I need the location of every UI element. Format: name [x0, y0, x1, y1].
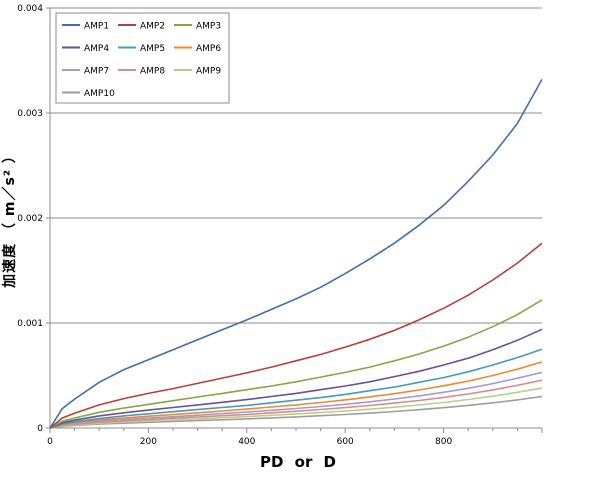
series-line-amp8 [49, 379, 543, 429]
y-tick-label: 0.001 [17, 319, 43, 329]
legend-label: AMP8 [140, 67, 165, 77]
series-line-amp2 [49, 242, 543, 429]
grid-layer [50, 7, 542, 324]
x-tick-label: 600 [337, 437, 354, 447]
legend-label: AMP2 [140, 22, 165, 32]
x-tick-label: 0 [47, 437, 53, 447]
series-line-amp3 [49, 299, 543, 429]
series-layer [49, 79, 543, 429]
legend-box [55, 12, 230, 104]
series-line-amp9 [49, 387, 543, 429]
tick-layer: 0 0.001 0.002 0.003 0.004 0 200 400 600 800 [17, 4, 543, 447]
series-line-amp6 [49, 361, 543, 429]
x-axis-title: PD or D [260, 453, 336, 471]
series-line-amp4 [49, 328, 543, 429]
y-tick-label: 0.004 [17, 4, 43, 14]
y-axis-title: 加速度 （ m／s² ） [1, 148, 18, 289]
y-tick-label: 0 [37, 424, 43, 434]
legend-label: AMP5 [140, 44, 165, 54]
series-line-amp10 [49, 395, 543, 429]
x-tick-label: 200 [140, 437, 157, 447]
legend-label: AMP1 [84, 22, 109, 32]
series-line-amp5 [49, 348, 543, 429]
legend: AMP1 AMP2 AMP3 AMP4 AMP5 AMP6 AMP7 AMP8 AMP9 AMP1… [55, 12, 230, 104]
legend-label: AMP7 [84, 67, 109, 77]
legend-label: AMP4 [84, 44, 109, 54]
y-tick-label: 0.002 [17, 214, 43, 224]
legend-label: AMP10 [84, 89, 115, 99]
x-tick-label: 400 [238, 437, 255, 447]
series-line-amp7 [49, 371, 543, 429]
series-line-amp1 [49, 79, 543, 429]
x-tick-label: 800 [435, 437, 452, 447]
y-tick-label: 0.003 [17, 109, 43, 119]
legend-label: AMP9 [196, 67, 221, 77]
legend-label: AMP6 [196, 44, 221, 54]
legend-label: AMP3 [196, 22, 221, 32]
